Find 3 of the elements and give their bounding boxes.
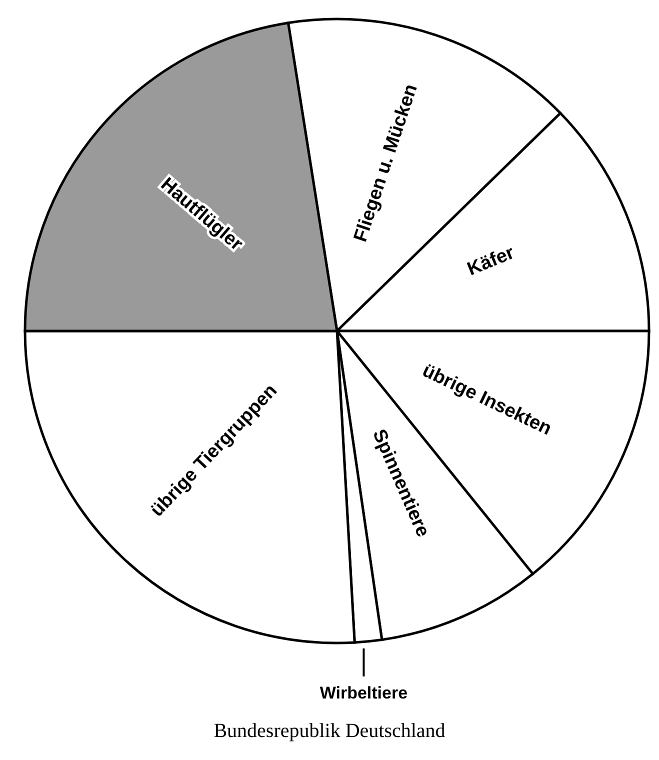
text: Bundesrepublik Deutschland [212, 720, 446, 743]
slice-label: Käfer [464, 242, 518, 280]
slice-label: Wirbeltiere [320, 683, 408, 702]
